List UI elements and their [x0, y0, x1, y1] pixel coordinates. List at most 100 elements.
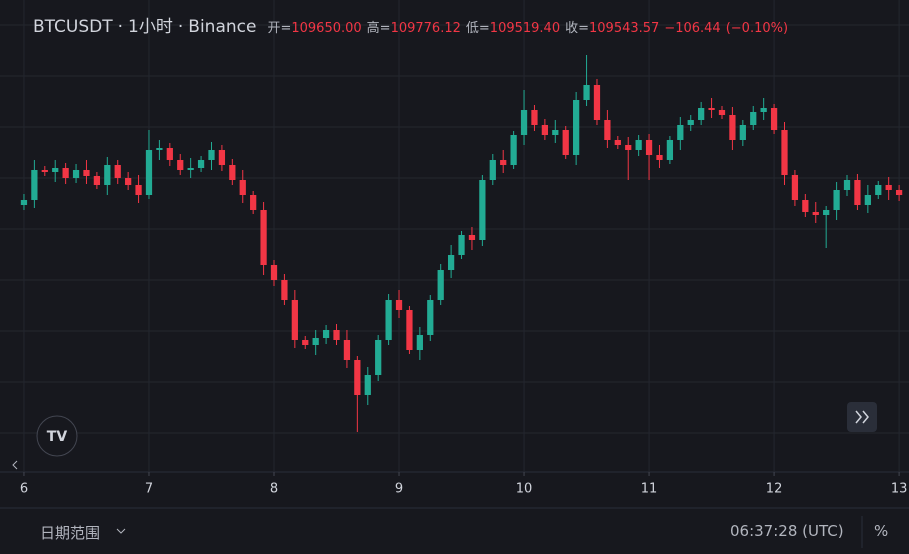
- candle-body: [666, 140, 674, 160]
- candle-body: [791, 175, 799, 200]
- candle-body: [677, 125, 684, 140]
- candle-body: [20, 200, 28, 205]
- candle-body: [52, 168, 59, 172]
- candle-body: [322, 330, 330, 338]
- candle-body: [239, 180, 246, 195]
- candle-body: [500, 160, 507, 165]
- candle-body: [531, 110, 538, 125]
- button-bg: [847, 402, 877, 432]
- percent-toggle[interactable]: %: [874, 522, 889, 540]
- candle-body: [854, 180, 861, 205]
- candle-body: [291, 300, 298, 340]
- x-tick-label: 12: [766, 482, 783, 497]
- change: −106.44: [664, 21, 721, 36]
- tv-logo[interactable]: TV: [36, 415, 78, 457]
- high-value: 109776.12: [390, 21, 461, 36]
- candle-body: [343, 340, 351, 360]
- candle-body: [750, 112, 757, 125]
- open-label: 开=: [267, 21, 292, 36]
- candle-body: [895, 190, 903, 195]
- candle-body: [687, 120, 694, 125]
- candle-body: [406, 310, 413, 350]
- candle-body: [614, 140, 621, 145]
- time: 06:37:28 (UTC): [730, 522, 844, 540]
- high-label: 高=: [366, 21, 391, 36]
- candle-body: [208, 150, 215, 160]
- candle-body: [489, 160, 496, 180]
- candle-body: [62, 168, 69, 178]
- dropdown-arrow[interactable]: [116, 528, 126, 534]
- candle-body: [625, 145, 632, 150]
- date-range[interactable]: 日期范围: [40, 524, 101, 542]
- open-value: 109650.00: [291, 21, 362, 36]
- candle-body: [520, 110, 528, 135]
- scroll-right-button[interactable]: [847, 402, 877, 432]
- candle-body: [93, 176, 101, 185]
- candle-body: [541, 125, 549, 135]
- candle-body: [833, 190, 840, 210]
- candle-body: [823, 210, 830, 215]
- candle-body: [197, 160, 205, 168]
- change-pct: (−0.10%): [725, 21, 789, 36]
- candle-body: [604, 120, 611, 140]
- x-tick-label: 13: [891, 482, 908, 497]
- candle-body: [510, 135, 517, 165]
- candle-body: [145, 150, 153, 195]
- candle-body: [72, 170, 80, 178]
- candle-body: [552, 130, 559, 135]
- candle-body: [83, 170, 90, 176]
- candle-body: [395, 300, 403, 310]
- candle-body: [739, 125, 746, 140]
- candle-body: [656, 155, 663, 160]
- candle-body: [166, 148, 173, 160]
- candle-body: [104, 165, 111, 185]
- candle-body: [802, 200, 809, 212]
- logo-circle: [36, 415, 78, 457]
- candle-body: [698, 108, 705, 120]
- candle-body: [583, 85, 590, 100]
- candle-body: [187, 168, 194, 170]
- candle-body: [375, 340, 382, 375]
- x-tick-label: 6: [20, 482, 28, 497]
- candle-body: [385, 300, 392, 340]
- logo-mark: TV: [47, 429, 68, 445]
- candle-body: [229, 165, 236, 180]
- low-value: 109519.40: [489, 21, 561, 36]
- candle-body: [250, 195, 257, 210]
- x-tick-label: 9: [395, 482, 403, 497]
- candle-body: [562, 130, 569, 155]
- close-label: 收=: [565, 21, 590, 36]
- candle-body: [125, 178, 132, 185]
- symbol: BTCUSDT: [33, 17, 113, 37]
- low-label: 低=: [465, 21, 490, 36]
- x-tick-label: 11: [641, 482, 658, 497]
- candle-body: [635, 140, 642, 150]
- candle-body: [218, 150, 226, 165]
- scroll-left[interactable]: [12, 460, 18, 470]
- candle-body: [270, 265, 278, 280]
- candle-body: [885, 185, 892, 190]
- candle-body: [843, 180, 851, 190]
- candle-body: [645, 140, 653, 155]
- candle-body: [281, 280, 288, 300]
- candle-body: [135, 185, 142, 195]
- candle-body: [416, 335, 423, 350]
- separator: ·: [177, 17, 184, 37]
- candle-body: [156, 148, 163, 150]
- candle-body: [364, 375, 371, 395]
- exchange: Binance: [188, 17, 257, 37]
- close-value: 109543.57: [589, 21, 660, 36]
- candle-body: [729, 115, 736, 140]
- candle-body: [781, 130, 788, 175]
- x-tick-label: 7: [145, 482, 153, 497]
- chevrons: [855, 410, 869, 424]
- candle-body: [447, 255, 455, 270]
- candle-body: [770, 108, 778, 130]
- candle-body: [333, 330, 340, 340]
- interval: 1小时: [128, 17, 173, 37]
- candle-body: [312, 338, 319, 345]
- candle-body: [760, 108, 767, 112]
- candle-body: [864, 195, 871, 205]
